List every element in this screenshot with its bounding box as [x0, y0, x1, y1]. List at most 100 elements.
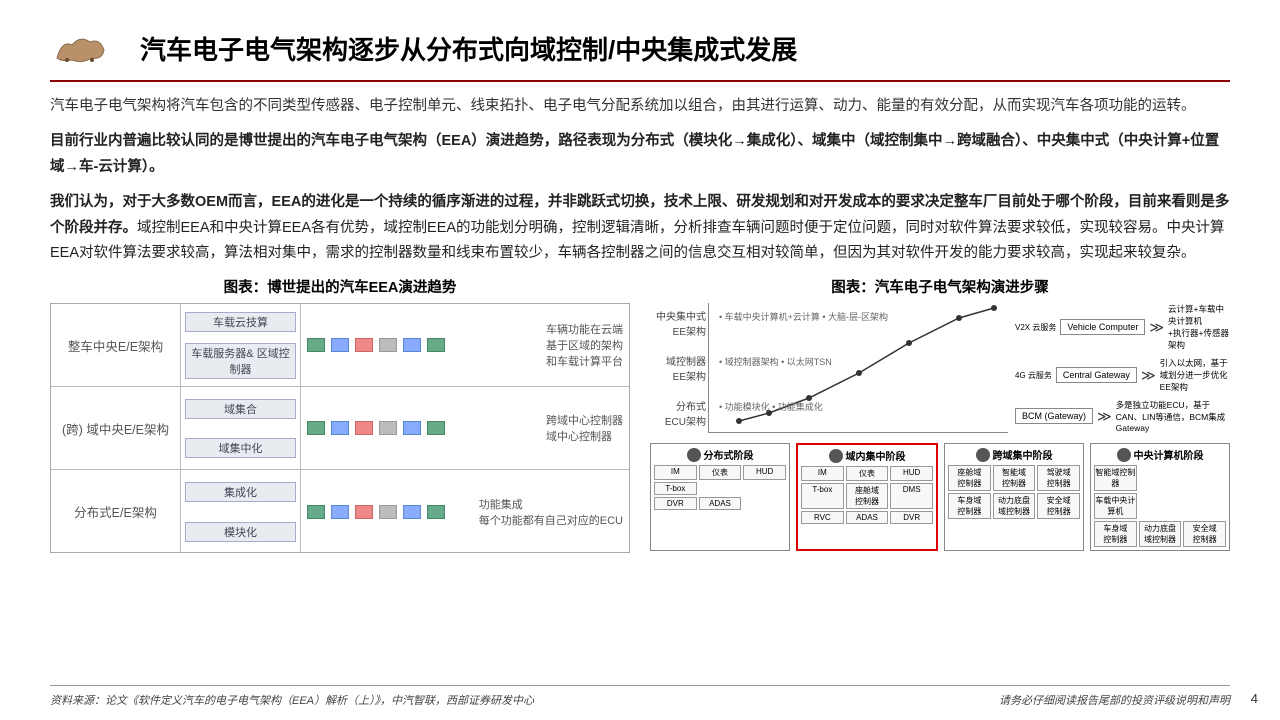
- top-box-row: BCM (Gateway)≫多是独立功能ECU，基于CAN、LIN等通信，BCM…: [1015, 399, 1230, 433]
- left-row-desc: 车辆功能在云端基于区域的架构和车载计算平台: [546, 321, 623, 369]
- left-tag: 集成化: [185, 482, 296, 502]
- stage-card: 跨域集中阶段座舱域控制器智能域控制器驾驶域控制器车身域控制器动力底盘域控制器安全…: [944, 443, 1084, 551]
- stage-card: 分布式阶段IM仪表HUDT-boxDVRADAS: [650, 443, 790, 551]
- slide-header: 汽车电子电气架构逐步从分布式向域控制/中央集成式发展: [0, 0, 1280, 80]
- right-chart-column: 图表：汽车电子电气架构演进步骤 中央集中式EE架构• 车载中央计算机+云计算 •…: [650, 276, 1230, 553]
- stage-module-box: 仪表: [699, 465, 742, 480]
- stage-title-text: 跨域集中阶段: [993, 447, 1053, 462]
- stage-card: 中央计算机阶段智能域控制器车载中央计算机车身域控制器动力底盘域控制器安全域控制器: [1090, 443, 1230, 551]
- y-axis-sublabel: • 功能模块化 • 功能集成化: [719, 400, 823, 413]
- left-row-icons: 车辆功能在云端基于区域的架构和车载计算平台: [301, 304, 629, 386]
- paragraph-2: 目前行业内普遍比较认同的是博世提出的汽车电子电气架构（EEA）演进趋势，路径表现…: [50, 129, 1230, 180]
- stage-module-box: HUD: [743, 465, 786, 480]
- right-top-boxes: V2X 云服务Vehicle Computer≫云计算+车载中央计算机+执行器+…: [1015, 303, 1230, 439]
- stage-module-box: 安全域控制器: [1183, 521, 1226, 547]
- chip-icon: [307, 338, 325, 352]
- left-row-tags: 车载云技算车载服务器& 区域控制器: [181, 304, 301, 386]
- footer: 资料来源：论文《软件定义汽车的电子电气架构（EEA）解析（上）》，中汽智联，西部…: [50, 685, 1230, 708]
- left-tag: 车载云技算: [185, 312, 296, 332]
- chip-icon: [403, 338, 421, 352]
- stage-icon: [1117, 448, 1131, 462]
- stage-module-box: RVC: [801, 511, 844, 524]
- chip-icon: [331, 338, 349, 352]
- chip-icon: [379, 338, 397, 352]
- stage-module-box: T-box: [801, 483, 844, 509]
- top-gateway-box: Central Gateway: [1056, 367, 1137, 383]
- y-axis-sublabel: • 车载中央计算机+云计算 • 大脑-层-区架构: [719, 310, 888, 323]
- top-gateway-box: Vehicle Computer: [1060, 319, 1145, 335]
- stage-boxes: IM仪表HUDT-boxDVRADAS: [654, 465, 786, 510]
- left-diagram-row: 整车中央E/E架构车载云技算车载服务器& 区域控制器 车辆功能在云端基于区域的架构…: [51, 304, 629, 387]
- stage-module-box: HUD: [890, 466, 933, 481]
- stage-module-box: ADAS: [846, 511, 889, 524]
- stage-boxes: 智能域控制器车载中央计算机车身域控制器动力底盘域控制器安全域控制器: [1094, 465, 1226, 547]
- slide-title: 汽车电子电气架构逐步从分布式向域控制/中央集成式发展: [140, 30, 797, 67]
- left-tag: 域集中化: [185, 438, 296, 458]
- body-text: 汽车电子电气架构将汽车包含的不同类型传感器、电子控制单元、线束拓扑、电子电气分配…: [0, 94, 1280, 266]
- stage-title: 分布式阶段: [654, 447, 786, 462]
- left-row-tags: 集成化模块化: [181, 470, 301, 553]
- top-box-row: 4G 云服务 Central Gateway≫引入以太网，基于域划分进一步优化EE…: [1015, 357, 1230, 393]
- stage-module-box: T-box: [654, 482, 697, 495]
- chip-icon: [427, 421, 445, 435]
- y-axis-label: 中央集中式EE架构: [651, 308, 706, 338]
- stage-module-box: 车载中央计算机: [1094, 493, 1137, 519]
- left-row-desc: 跨域中心控制器域中心控制器: [546, 412, 623, 444]
- left-row-desc: 功能集成每个功能都有自己对应的ECU: [479, 496, 623, 528]
- left-row-icons: 跨域中心控制器域中心控制器: [301, 387, 629, 469]
- top-box-label: 4G 云服务: [1015, 370, 1052, 381]
- page-number: 4: [1251, 691, 1258, 706]
- stage-module-box: 驾驶域控制器: [1037, 465, 1080, 491]
- stage-title: 中央计算机阶段: [1094, 447, 1226, 462]
- chip-icon: [379, 421, 397, 435]
- stage-module-box: 智能域控制器: [1094, 465, 1137, 491]
- stage-module-box: 智能域控制器: [993, 465, 1036, 491]
- stage-module-box: 车身域控制器: [948, 493, 991, 519]
- stage-module-box: ADAS: [699, 497, 742, 510]
- stage-module-box: 仪表: [846, 466, 889, 481]
- left-diagram: 整车中央E/E架构车载云技算车载服务器& 区域控制器 车辆功能在云端基于区域的架构…: [50, 303, 630, 553]
- top-box-desc: 云计算+车载中央计算机+执行器+传感器架构: [1168, 303, 1230, 351]
- left-diagram-row: 分布式E/E架构集成化模块化 功能集成每个功能都有自己对应的ECU: [51, 470, 629, 553]
- left-row-label: 整车中央E/E架构: [51, 304, 181, 386]
- stage-title-text: 中央计算机阶段: [1134, 447, 1204, 462]
- stage-card: 域内集中阶段IM仪表HUDT-box座舱域控制器DMSRVCADASDVR: [796, 443, 938, 551]
- company-logo: [50, 28, 110, 68]
- stage-icon: [687, 448, 701, 462]
- y-axis-label: 分布式ECU架构: [651, 398, 706, 428]
- stage-title: 跨域集中阶段: [948, 447, 1080, 462]
- paragraph-1: 汽车电子电气架构将汽车包含的不同类型传感器、电子控制单元、线束拓扑、电子电气分配…: [50, 94, 1230, 119]
- chip-icon: [355, 505, 373, 519]
- top-box-desc: 引入以太网，基于域划分进一步优化EE架构: [1160, 357, 1230, 393]
- arrow-icon: ≫: [1097, 408, 1112, 425]
- y-axis-label: 域控制器EE架构: [651, 353, 706, 383]
- arrow-icon: ≫: [1141, 367, 1156, 384]
- stage-module-box: DMS: [890, 483, 933, 509]
- stage-module-box: 车身域控制器: [1094, 521, 1137, 547]
- stage-title: 域内集中阶段: [801, 448, 933, 463]
- stage-title-text: 分布式阶段: [704, 447, 754, 462]
- left-tag: 车载服务器& 区域控制器: [185, 343, 296, 379]
- arrow-icon: ≫: [1149, 319, 1164, 336]
- left-chart-column: 图表：博世提出的汽车EEA演进趋势 整车中央E/E架构车载云技算车载服务器& 区…: [50, 276, 630, 553]
- stage-module-box: 座舱域控制器: [948, 465, 991, 491]
- stage-title-text: 域内集中阶段: [846, 448, 906, 463]
- left-row-label: (跨) 域中央E/E架构: [51, 387, 181, 469]
- left-row-icons: 功能集成每个功能都有自己对应的ECU: [301, 470, 629, 553]
- left-chart-title: 图表：博世提出的汽车EEA演进趋势: [50, 276, 630, 297]
- stage-module-box: 安全域控制器: [1037, 493, 1080, 519]
- left-tag: 域集合: [185, 399, 296, 419]
- chip-icon: [427, 505, 445, 519]
- chip-icon: [331, 421, 349, 435]
- chip-icon: [379, 505, 397, 519]
- chip-icon: [355, 421, 373, 435]
- stage-boxes: IM仪表HUDT-box座舱域控制器DMSRVCADASDVR: [801, 466, 933, 524]
- stage-row: 分布式阶段IM仪表HUDT-boxDVRADAS域内集中阶段IM仪表HUDT-b…: [650, 443, 1230, 551]
- y-axis-sublabel: • 域控制器架构 • 以太网TSN: [719, 355, 832, 368]
- stage-module-box: IM: [801, 466, 844, 481]
- stage-icon: [829, 449, 843, 463]
- left-row-label: 分布式E/E架构: [51, 470, 181, 553]
- chip-icon: [307, 505, 325, 519]
- chip-icon: [403, 421, 421, 435]
- chip-icon: [307, 421, 325, 435]
